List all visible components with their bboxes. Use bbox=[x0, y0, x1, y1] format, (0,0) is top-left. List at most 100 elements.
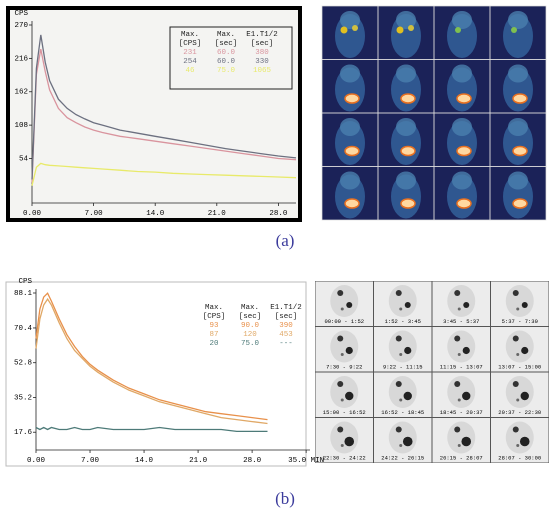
blob bbox=[457, 444, 461, 447]
blob bbox=[512, 381, 519, 387]
data-line bbox=[35, 426, 268, 433]
y-tick-label: 162 bbox=[14, 89, 28, 97]
legend-value: 60.0 bbox=[217, 58, 236, 66]
blob bbox=[463, 302, 470, 308]
blob bbox=[402, 436, 413, 447]
frame-time: 15:00 - 16:52 bbox=[323, 409, 366, 416]
torso bbox=[452, 11, 472, 29]
blob bbox=[340, 353, 344, 356]
frame-time: 11:15 - 13:07 bbox=[440, 363, 483, 370]
blob bbox=[337, 426, 344, 433]
torso bbox=[508, 171, 528, 190]
y-tick-label: 88.1 bbox=[14, 290, 33, 298]
frame-time: 13:07 - 15:00 bbox=[498, 363, 541, 370]
image-frame bbox=[489, 166, 547, 221]
legend-value: 75.0 bbox=[217, 67, 236, 75]
body bbox=[447, 421, 476, 454]
x-tick-label: 14.0 bbox=[135, 457, 154, 465]
blob bbox=[404, 346, 412, 355]
y-axis-label: CPS bbox=[18, 278, 32, 286]
blob bbox=[457, 398, 461, 402]
blob bbox=[395, 381, 402, 387]
legend-value: 20 bbox=[209, 340, 219, 348]
bladder bbox=[400, 145, 416, 157]
data-line bbox=[35, 292, 268, 421]
legend-value: 231 bbox=[183, 49, 197, 57]
x-tick-label: 14.0 bbox=[146, 210, 165, 218]
blob bbox=[516, 398, 520, 402]
legend-value: --- bbox=[279, 340, 293, 348]
torso bbox=[508, 64, 528, 83]
legend-value: 60.0 bbox=[217, 49, 236, 57]
y-tick-label: 70.4 bbox=[14, 325, 33, 333]
bladder bbox=[344, 93, 360, 104]
legend-value: 120 bbox=[243, 331, 257, 339]
panel-label: (a) bbox=[276, 231, 295, 250]
bladder bbox=[344, 198, 360, 209]
blob bbox=[516, 307, 520, 311]
blob bbox=[337, 335, 344, 342]
x-tick-label: 35.0 MIN bbox=[288, 457, 324, 465]
body bbox=[505, 376, 534, 408]
body bbox=[388, 330, 417, 363]
legend-value: 46 bbox=[185, 67, 195, 75]
blob bbox=[457, 307, 461, 311]
kidney bbox=[340, 26, 348, 34]
y-tick-label: 17.6 bbox=[14, 429, 33, 437]
legend-box bbox=[169, 26, 293, 90]
body bbox=[505, 421, 534, 454]
blob bbox=[512, 335, 519, 342]
blob bbox=[454, 335, 461, 342]
body bbox=[447, 330, 476, 363]
blob bbox=[520, 391, 529, 401]
legend-header: Max. bbox=[181, 31, 199, 39]
y-tick-label: 270 bbox=[14, 22, 28, 30]
blob bbox=[399, 307, 403, 311]
torso bbox=[452, 171, 472, 190]
frame-time: 22:30 - 24:22 bbox=[323, 454, 366, 461]
legend-value: 1065 bbox=[253, 67, 272, 75]
frame-time: 7:30 - 9:22 bbox=[326, 363, 362, 370]
blob bbox=[512, 290, 519, 296]
y-tick-label: 35.2 bbox=[14, 394, 32, 402]
kidney bbox=[352, 25, 358, 31]
legend-header: E1.T1/2 bbox=[270, 304, 302, 312]
kidney bbox=[511, 27, 517, 33]
frame-time: 1:52 - 3:45 bbox=[385, 318, 421, 325]
blob bbox=[337, 381, 344, 387]
blob bbox=[512, 426, 519, 433]
chart-frame bbox=[5, 281, 307, 467]
y-tick-label: 108 bbox=[14, 122, 28, 130]
frame-time: 28:07 - 30:00 bbox=[498, 454, 541, 461]
blob bbox=[346, 302, 353, 308]
blob bbox=[454, 290, 461, 296]
bladder bbox=[512, 198, 528, 209]
blob bbox=[399, 398, 403, 402]
blob bbox=[340, 444, 344, 447]
kidney bbox=[455, 27, 461, 33]
frame-time: 5:37 - 7:30 bbox=[502, 318, 538, 325]
torso bbox=[508, 118, 528, 136]
legend-value: 380 bbox=[255, 49, 269, 57]
x-tick-label: 21.0 bbox=[208, 210, 227, 218]
legend-header: [CPS] bbox=[203, 313, 226, 321]
y-tick-label: 216 bbox=[14, 55, 28, 63]
blob bbox=[399, 444, 403, 447]
x-tick-label: 7.00 bbox=[81, 457, 100, 465]
blob bbox=[521, 302, 528, 308]
torso bbox=[452, 64, 472, 83]
torso bbox=[396, 64, 416, 83]
bladder bbox=[400, 93, 416, 104]
body bbox=[505, 330, 534, 363]
blob bbox=[345, 346, 353, 355]
kidney bbox=[408, 25, 414, 31]
blob bbox=[340, 398, 344, 402]
legend-value: 93 bbox=[209, 322, 219, 330]
blob bbox=[462, 346, 470, 355]
x-tick-label: 21.0 bbox=[189, 457, 208, 465]
frame-time: 9:22 - 11:15 bbox=[383, 363, 423, 370]
body bbox=[388, 285, 417, 317]
legend-header: Max. bbox=[241, 304, 259, 312]
torso bbox=[396, 118, 416, 136]
torso bbox=[340, 64, 360, 83]
